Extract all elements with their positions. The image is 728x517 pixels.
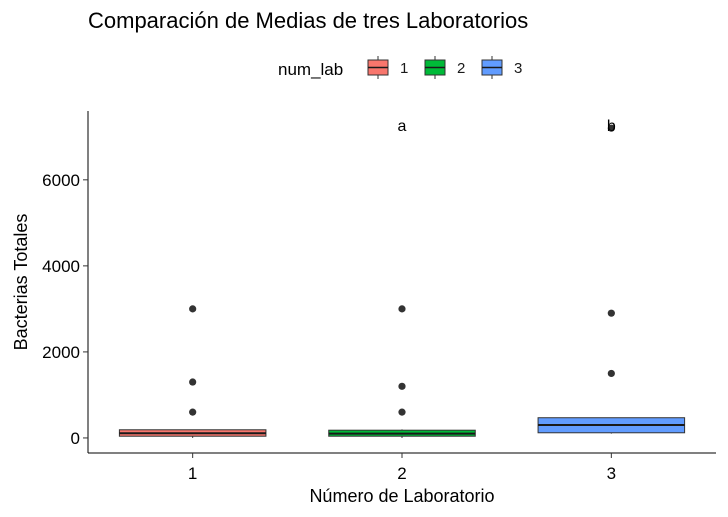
outlier-point <box>189 378 197 386</box>
chart-title: Comparación de Medias de tres Laboratori… <box>88 8 528 33</box>
legend-title: num_lab <box>278 60 343 79</box>
box-group-2 <box>328 305 476 438</box>
outlier-point <box>189 408 197 416</box>
axes: 0 2000 4000 6000 1 2 3 <box>42 111 716 483</box>
outlier-point <box>398 408 406 416</box>
x-tick-label: 2 <box>397 464 406 483</box>
legend-label: 2 <box>457 60 465 77</box>
y-tick-label: 0 <box>71 429 80 448</box>
y-tick-label: 4000 <box>42 257 80 276</box>
annotation-label: b <box>607 118 616 135</box>
outlier-point <box>398 382 406 390</box>
outlier-point <box>607 309 615 317</box>
legend-label: 3 <box>514 60 522 77</box>
y-tick-label: 2000 <box>42 343 80 362</box>
legend: num_lab 1 2 3 <box>278 56 522 79</box>
annotation-label: a <box>398 118 407 135</box>
x-tick-label: 1 <box>188 464 197 483</box>
outlier-point <box>607 124 615 132</box>
box-group-3 <box>537 124 686 434</box>
legend-item-1: 1 <box>367 56 408 79</box>
outlier-point <box>189 305 197 313</box>
legend-label: 1 <box>400 60 408 77</box>
legend-item-2: 2 <box>424 56 465 79</box>
outlier-point <box>607 369 615 378</box>
legend-item-3: 3 <box>481 56 522 79</box>
boxes <box>118 124 686 438</box>
x-tick-label: 3 <box>607 464 616 483</box>
y-axis-title: Bacterias Totales <box>11 214 31 351</box>
box-group-1 <box>118 305 267 438</box>
outlier-point <box>398 305 406 313</box>
y-tick-label: 6000 <box>42 171 80 190</box>
x-axis-title: Número de Laboratorio <box>309 486 494 506</box>
